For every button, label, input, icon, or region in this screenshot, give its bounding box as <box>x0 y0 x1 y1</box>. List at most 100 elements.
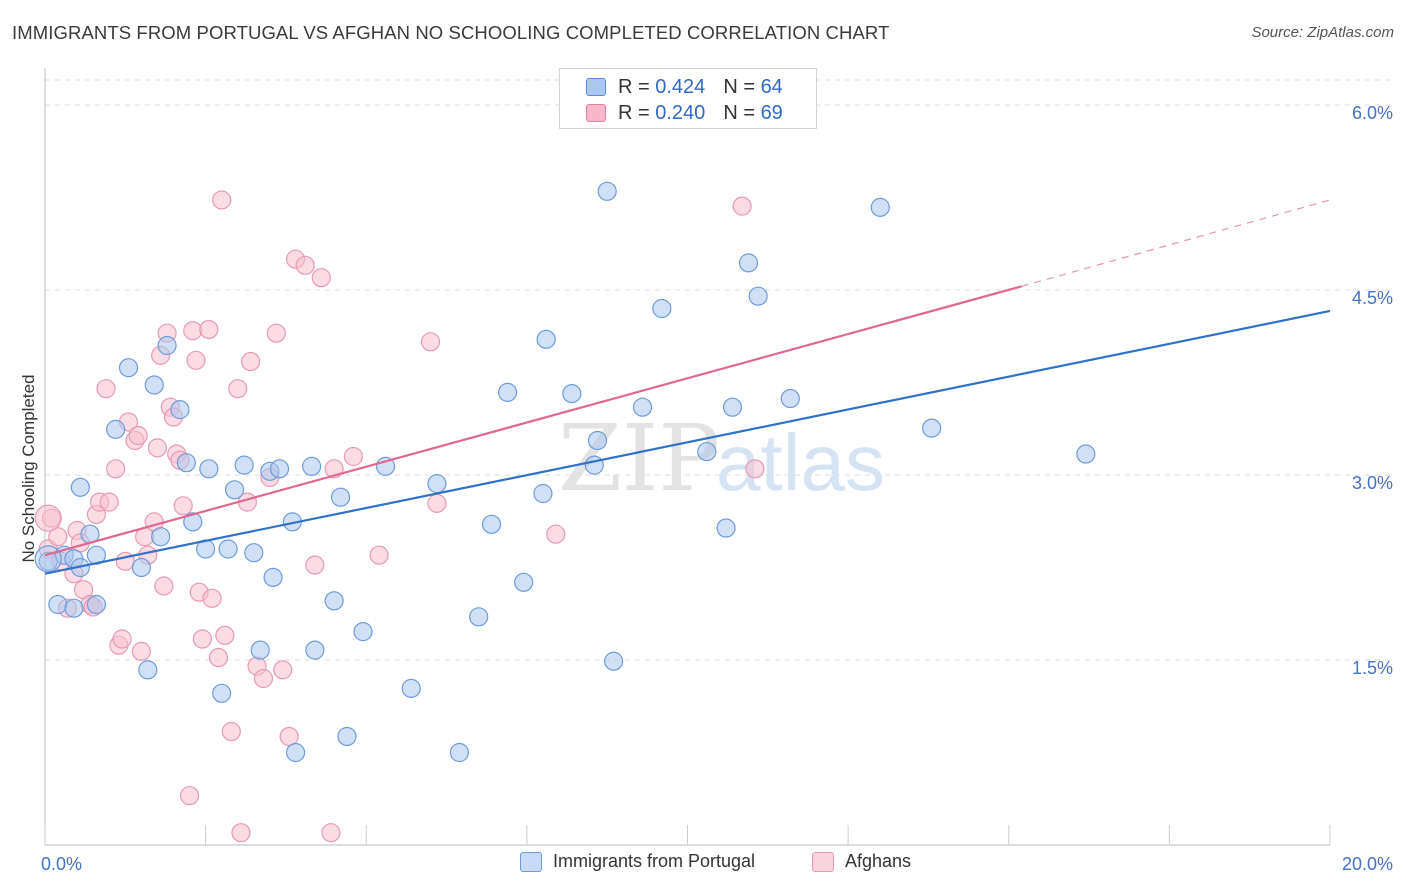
afghans-point <box>147 438 168 458</box>
portugal-point <box>481 514 502 534</box>
afghans-point <box>173 496 193 516</box>
portugal-point <box>324 591 344 611</box>
portugal-point <box>716 518 736 538</box>
afghans-point <box>186 350 206 370</box>
legend-swatch-pink <box>586 104 606 122</box>
portugal-point <box>597 181 617 201</box>
chart-title: IMMIGRANTS FROM PORTUGAL VS AFGHAN NO SC… <box>12 22 890 43</box>
afghans-point <box>279 726 299 747</box>
afghans-point <box>154 576 174 596</box>
afghans-point <box>420 332 441 352</box>
portugal-point <box>748 286 768 306</box>
afghans-point <box>369 545 389 565</box>
portugal-point <box>244 543 264 563</box>
portugal-point <box>562 384 582 404</box>
portugal-point <box>285 742 306 763</box>
portugal-point <box>922 418 942 438</box>
afghans-point <box>732 196 752 216</box>
afghans-point <box>546 524 566 544</box>
afghans-point <box>183 321 203 341</box>
afghans-point <box>305 555 325 575</box>
series-legend-afghans[interactable]: Afghans <box>812 851 911 872</box>
afghans-points <box>34 190 765 843</box>
series-legend-portugal[interactable]: Immigrants from Portugal <box>520 851 755 872</box>
afghans-point <box>192 629 213 649</box>
portugal-point <box>176 453 196 473</box>
legend-n-label: N = <box>723 101 755 124</box>
portugal-point <box>652 298 672 319</box>
portugal-points <box>34 181 1096 763</box>
afghans-point <box>228 379 248 399</box>
afghans-point <box>427 493 447 513</box>
portugal-point <box>1076 444 1096 464</box>
portugal-point <box>401 678 421 698</box>
portugal-point <box>48 594 68 615</box>
series-legend-label: Immigrants from Portugal <box>553 851 756 871</box>
series-legend-label: Afghans <box>845 851 912 871</box>
correlation-legend: R = 0.424 N = 64 R = 0.240 N = 69 <box>559 68 817 129</box>
portugal-point <box>536 329 556 349</box>
y-tick-label: 4.5% <box>1352 288 1393 308</box>
portugal-point <box>305 640 325 660</box>
portugal-point <box>64 598 84 618</box>
portugal-point <box>106 419 126 439</box>
afghans-point <box>273 660 293 680</box>
afghans-point <box>321 823 341 843</box>
legend-r-label: R = <box>618 101 650 124</box>
portugal-point <box>302 456 322 476</box>
portugal-point <box>498 382 518 402</box>
afghans-point <box>99 492 119 512</box>
portugal-point <box>587 430 608 451</box>
portugal-point <box>144 375 164 395</box>
afghans-point <box>212 190 232 210</box>
afghans-point <box>128 425 148 446</box>
portugal-trend-line <box>44 309 1331 575</box>
portugal-point <box>353 622 373 642</box>
portugal-point <box>533 483 553 504</box>
portugal-point <box>183 512 203 532</box>
afghans-point <box>266 323 286 343</box>
portugal-point <box>138 660 158 680</box>
series-legend: Immigrants from Portugal Afghans <box>0 851 1406 877</box>
afghans-point <box>253 668 274 689</box>
legend-n-label: N = <box>723 75 755 98</box>
afghans-point <box>221 721 241 742</box>
afghans-point <box>131 641 151 661</box>
afghans-point <box>106 459 126 479</box>
portugal-point <box>604 651 624 671</box>
legend-row-portugal: R = 0.424 N = 64 <box>586 75 783 99</box>
portugal-point <box>722 397 743 417</box>
portugal-point <box>86 594 107 615</box>
y-tick-label: 3.0% <box>1352 473 1393 493</box>
afghans-point <box>112 629 132 649</box>
legend-r-label: R = <box>618 75 650 98</box>
legend-r-value: 0.240 <box>655 101 706 124</box>
afghans-trend-line <box>44 285 1022 557</box>
y-tick-label: 1.5% <box>1352 658 1393 678</box>
portugal-point <box>131 557 151 578</box>
portugal-point <box>170 400 190 420</box>
portugal-point <box>151 527 171 547</box>
legend-r-value: 0.424 <box>655 75 706 98</box>
afghans-point <box>202 588 222 608</box>
legend-n-value: 69 <box>760 101 783 124</box>
afghans-point <box>231 823 251 843</box>
afghans-point <box>199 319 219 340</box>
legend-n-value: 64 <box>760 75 783 98</box>
afghans-point <box>179 786 200 806</box>
afghans-point <box>241 351 261 372</box>
afghans-point <box>96 379 116 399</box>
portugal-point <box>212 683 232 703</box>
portugal-point <box>218 539 238 559</box>
portugal-point <box>269 459 290 479</box>
watermark-atlas: atlas <box>716 418 885 507</box>
watermark: ZIP atlas <box>558 405 885 512</box>
x-tick-label: 20.0% <box>1342 854 1393 874</box>
series-swatch-pink <box>812 851 834 872</box>
portugal-point <box>697 441 717 462</box>
portugal-point <box>469 607 489 627</box>
portugal-point <box>118 358 139 378</box>
portugal-point <box>263 567 283 587</box>
x-tick-label: 0.0% <box>41 854 82 874</box>
